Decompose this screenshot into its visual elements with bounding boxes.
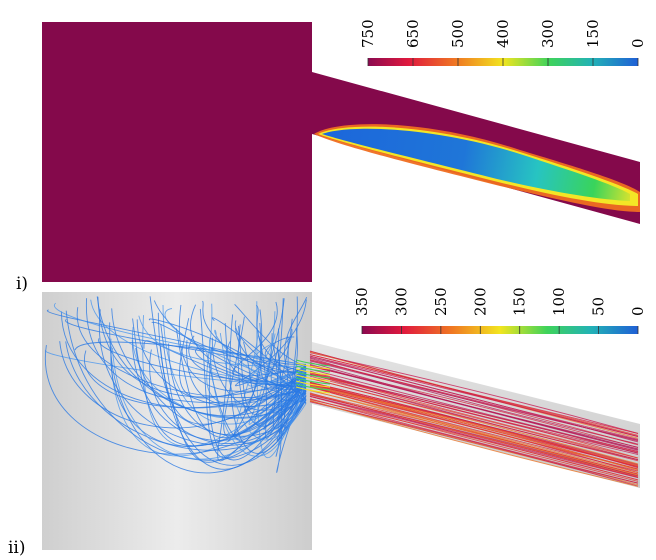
- streamline: [309, 401, 639, 487]
- streamline: [309, 373, 639, 454]
- streamline: [255, 304, 307, 382]
- colorbar-tick-label: 650: [404, 19, 422, 48]
- colorbar-tick-label: 50: [590, 297, 608, 316]
- streamline: [243, 335, 307, 412]
- streamline: [60, 311, 307, 409]
- streamline: [46, 309, 307, 374]
- streamline: [309, 355, 639, 437]
- streamline: [284, 297, 308, 401]
- streamline: [209, 339, 307, 457]
- colorbar-tick-label: 0: [629, 38, 647, 48]
- streamline: [309, 375, 639, 461]
- streamline: [142, 315, 307, 447]
- colorbar-ii: 350 300 250 200 150 100 50 0: [353, 287, 647, 334]
- streamline: [309, 370, 639, 455]
- streamline: [238, 325, 307, 415]
- panel-i: i) 750 650 500 400 300 150 0: [16, 19, 647, 294]
- streamline: [211, 317, 307, 395]
- streamline: [97, 296, 307, 398]
- streamline: [309, 386, 639, 472]
- streamline: [199, 308, 307, 459]
- streamline: [309, 396, 639, 479]
- streamline: [229, 314, 307, 454]
- streamline: [295, 380, 331, 388]
- streamline: [234, 303, 307, 367]
- core-inner-i: [322, 128, 630, 201]
- streamline: [111, 347, 307, 460]
- streamline: [53, 302, 307, 365]
- colorbar-tick-label: 350: [353, 287, 371, 316]
- streamline: [260, 343, 307, 439]
- colorbar-tick-label: 400: [494, 19, 512, 48]
- streamline: [295, 365, 331, 373]
- streamline: [243, 341, 307, 401]
- colorbar-tick-label: 200: [471, 287, 489, 316]
- streamline: [309, 400, 639, 487]
- colorbar-tick-label: 150: [584, 19, 602, 48]
- streamline: [295, 374, 331, 382]
- streamline: [295, 377, 331, 385]
- streamline: [309, 352, 639, 434]
- streamline: [86, 298, 307, 403]
- streamline: [295, 386, 331, 394]
- streamline: [295, 368, 331, 376]
- streamlines-outlet-ii: [295, 350, 639, 487]
- streamline: [276, 327, 307, 419]
- colorbar-tick-label: 300: [392, 287, 410, 316]
- streamline: [234, 299, 307, 387]
- streamline: [295, 359, 331, 367]
- panel-label-ii: ii): [8, 538, 26, 558]
- streamline: [309, 393, 639, 478]
- streamline: [223, 316, 307, 438]
- streamline: [151, 321, 307, 377]
- streamline: [96, 296, 307, 418]
- colorbar-tick-label: 150: [511, 287, 529, 316]
- streamlines-chamber-ii: [44, 296, 308, 474]
- streamline: [309, 384, 639, 467]
- colorbar-tick-label: 250: [432, 287, 450, 316]
- colorbar-tick-label: 750: [359, 19, 377, 48]
- streamline: [295, 383, 331, 391]
- streamline: [309, 399, 639, 481]
- streamline: [309, 377, 639, 462]
- colorbar-tick-label: 0: [629, 306, 647, 316]
- colorbar-tick-label: 500: [449, 19, 467, 48]
- colorbar-tick-label: 100: [550, 287, 568, 316]
- streamline: [309, 360, 639, 441]
- streamline: [295, 362, 331, 370]
- streamline: [186, 340, 307, 405]
- streamline: [309, 389, 639, 476]
- streamline: [235, 327, 307, 373]
- colorbar-i: 750 650 500 400 300 150 0: [359, 19, 647, 66]
- streamline: [309, 364, 639, 451]
- colorbar-bar-ii: [362, 326, 638, 334]
- panel-ii: ii) 350 300 250 200 150 100 50 0: [8, 287, 647, 558]
- streamline: [266, 329, 307, 391]
- streamline: [226, 341, 307, 387]
- streamline: [309, 368, 639, 452]
- streamline: [149, 349, 307, 444]
- colorbar-tick-label: 300: [539, 19, 557, 48]
- streamline: [44, 345, 307, 455]
- streamline: [309, 385, 639, 471]
- streamline: [109, 322, 307, 474]
- streamline: [309, 383, 639, 466]
- streamline: [153, 300, 307, 396]
- streamline: [309, 372, 639, 459]
- streamline: [149, 296, 307, 425]
- streamline: [309, 355, 639, 440]
- streamline: [189, 304, 307, 390]
- streamline: [252, 343, 307, 380]
- streamline: [175, 328, 307, 439]
- fluid-domain-i: [42, 22, 640, 282]
- streamline: [309, 395, 639, 482]
- streamline: [295, 371, 331, 379]
- panel-label-i: i): [16, 274, 28, 294]
- streamline: [202, 300, 307, 388]
- streamline: [247, 333, 307, 387]
- streamline: [309, 354, 639, 434]
